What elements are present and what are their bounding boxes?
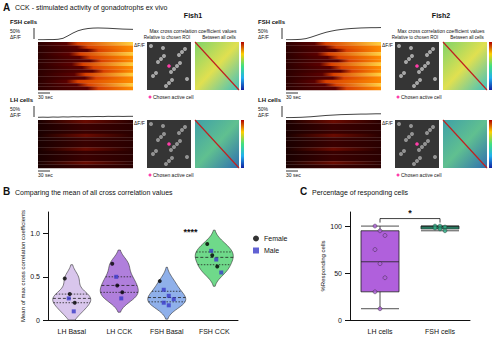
svg-text:Fish2: Fish2: [432, 12, 450, 19]
svg-text:Between all cells: Between all cells: [202, 35, 236, 40]
svg-text:30 sec: 30 sec: [286, 94, 301, 100]
svg-text:Percentage of responding cells: Percentage of responding cells: [312, 189, 409, 197]
svg-text:30 sec: 30 sec: [38, 172, 53, 178]
svg-text:ΔF/F: ΔF/F: [134, 42, 145, 48]
svg-text:Female: Female: [264, 235, 287, 242]
svg-text:Chosen active cell: Chosen active cell: [153, 94, 194, 100]
svg-text:%Responding cells: %Responding cells: [320, 240, 326, 291]
svg-text:1.0: 1.0: [30, 230, 40, 237]
svg-text:FSH Basal: FSH Basal: [150, 328, 184, 335]
svg-text:LH cells: LH cells: [258, 97, 282, 103]
svg-text:C: C: [300, 186, 307, 197]
svg-text:Chosen active cell: Chosen active cell: [153, 172, 194, 178]
svg-text:50: 50: [334, 270, 342, 277]
svg-text:LH CCK: LH CCK: [106, 328, 132, 335]
svg-text:ΔF/F: ΔF/F: [10, 34, 21, 40]
svg-text:Relative to chosen ROI: Relative to chosen ROI: [392, 35, 438, 40]
svg-text:LH cells: LH cells: [10, 97, 34, 103]
svg-text:ΔF/F: ΔF/F: [258, 112, 269, 118]
svg-text:50%: 50%: [10, 27, 20, 34]
svg-text:0: 0: [36, 317, 40, 324]
svg-text:FSH cells: FSH cells: [258, 19, 286, 25]
svg-text:Chosen active cell: Chosen active cell: [401, 172, 442, 178]
svg-text:0.5: 0.5: [30, 273, 40, 280]
svg-text:FSH cells: FSH cells: [425, 328, 455, 335]
svg-text:Between all cells: Between all cells: [450, 35, 484, 40]
svg-text:ΔF/F: ΔF/F: [382, 42, 393, 48]
svg-text:Max cross correlation coeffici: Max cross correlation coefficient values: [397, 28, 485, 34]
svg-text:Mean of max cross correlation: Mean of max cross correlation coefficien…: [20, 210, 26, 322]
svg-text:****: ****: [183, 227, 198, 237]
svg-text:30 sec: 30 sec: [38, 94, 53, 100]
svg-text:B: B: [3, 186, 10, 197]
svg-text:Comparing the mean of all cros: Comparing the mean of all cross correlat…: [15, 189, 173, 197]
svg-text:LH Basal: LH Basal: [58, 328, 87, 335]
svg-text:*: *: [408, 208, 412, 218]
svg-text:ΔF/F: ΔF/F: [134, 120, 145, 126]
svg-text:50%: 50%: [258, 105, 268, 112]
svg-text:100: 100: [330, 223, 342, 230]
svg-text:A: A: [3, 2, 10, 13]
svg-text:ΔF/F: ΔF/F: [382, 120, 393, 126]
svg-text:Chosen active cell: Chosen active cell: [401, 94, 442, 100]
svg-text:Fish1: Fish1: [184, 12, 202, 19]
svg-text:FSH CCK: FSH CCK: [199, 328, 230, 335]
svg-text:CCK - stimulated activity of g: CCK - stimulated activity of gonadotroph…: [15, 4, 168, 12]
svg-text:Male: Male: [264, 247, 279, 254]
svg-text:50%: 50%: [258, 27, 268, 34]
svg-text:FSH cells: FSH cells: [10, 19, 38, 25]
svg-text:ΔF/F: ΔF/F: [258, 34, 269, 40]
svg-text:LH cells: LH cells: [368, 328, 393, 335]
svg-text:Relative to chosen ROI: Relative to chosen ROI: [144, 35, 190, 40]
svg-text:Max cross correlation coeffici: Max cross correlation coefficient values: [149, 28, 237, 34]
svg-text:ΔF/F: ΔF/F: [10, 112, 21, 118]
svg-text:30 sec: 30 sec: [286, 172, 301, 178]
svg-text:50%: 50%: [10, 105, 20, 112]
svg-text:0: 0: [338, 317, 342, 324]
